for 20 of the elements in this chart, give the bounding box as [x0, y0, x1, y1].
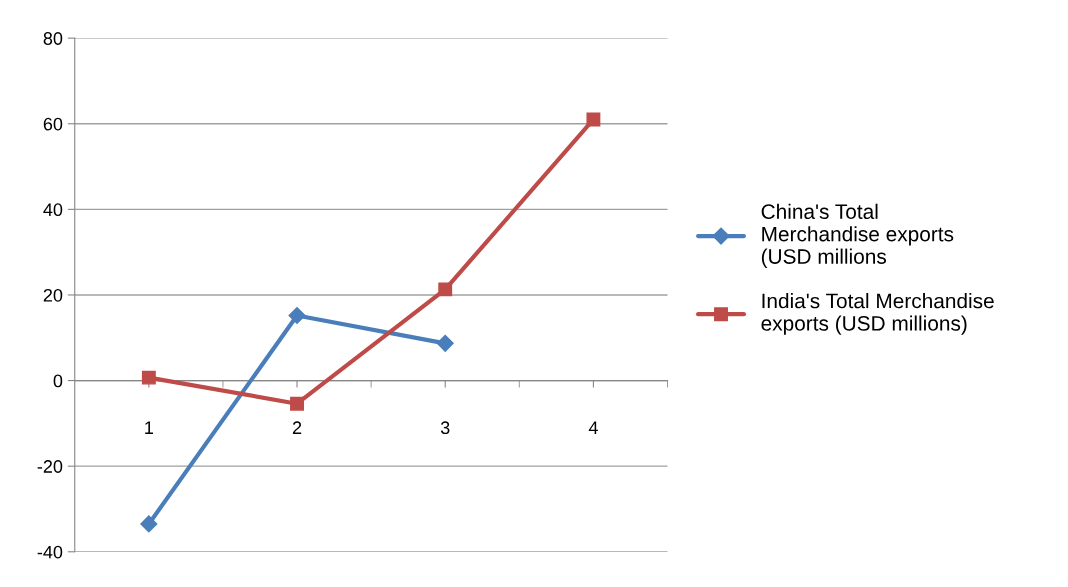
y-tick-label: -40 — [37, 545, 63, 559]
point — [586, 112, 601, 127]
y-tick-label: 60 — [43, 117, 63, 131]
point — [290, 396, 304, 411]
x-tick-label: 4 — [588, 421, 598, 434]
x-tick-label: 2 — [292, 421, 302, 434]
point — [288, 306, 306, 325]
legend-label: China's Total Merchandise exports (USD millions — [761, 203, 954, 268]
x-tick-label: 1 — [145, 421, 153, 434]
y-tick-label: -20 — [37, 460, 63, 473]
y-tick-label: 0 — [53, 374, 63, 388]
x-tick-label: 3 — [440, 421, 450, 435]
legend-label: India's Total Merchandise exports (USD millions) — [761, 293, 994, 335]
point — [436, 334, 454, 352]
point — [141, 370, 156, 385]
y-tick-label: 40 — [43, 203, 63, 217]
point — [438, 282, 453, 297]
y-tick-label: 80 — [43, 32, 63, 45]
y-tick-label: 20 — [43, 288, 63, 302]
point — [140, 515, 158, 533]
